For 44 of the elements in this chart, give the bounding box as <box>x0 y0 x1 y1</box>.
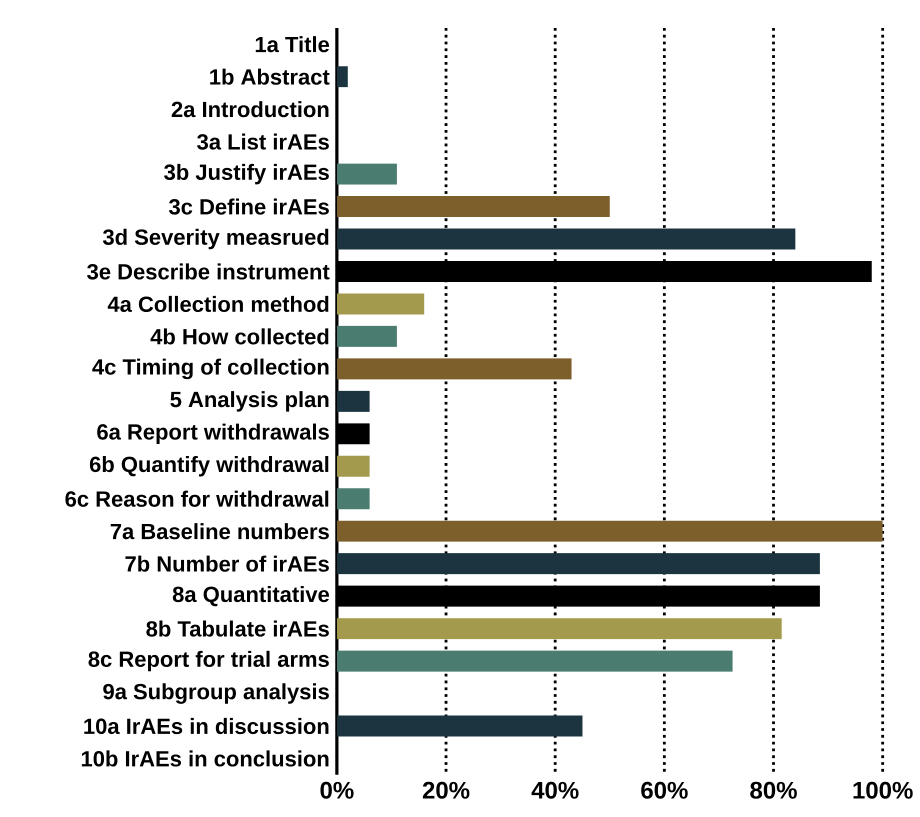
y-tick-label: 3c Define irAEs <box>168 198 329 215</box>
y-tick-label: 7b Number of irAEs <box>125 556 329 572</box>
x-tick-label: 40% <box>532 782 579 799</box>
y-tick-label: 8a Quantitative <box>172 586 330 606</box>
y-tick-label: 3a List irAEs <box>197 134 329 150</box>
bar <box>336 294 424 315</box>
y-tick-label: 5 Analysis plan <box>170 391 328 412</box>
y-tick-label: 4b How collected <box>150 328 328 345</box>
y-tick-label: 10b IrAEs in conclusion <box>82 750 328 767</box>
y-tick-label: 3d Severity measrued <box>102 228 328 250</box>
y-tick-label: 9a Subgroup analysis <box>103 683 329 704</box>
bar <box>336 488 370 510</box>
bar <box>336 196 610 218</box>
bar <box>336 164 397 185</box>
y-tick-label: 10a IrAEs in discussion <box>84 718 328 734</box>
x-tick-label: 0% <box>320 782 354 799</box>
y-tick-label: 7a Baseline numbers <box>110 523 329 540</box>
bar <box>336 66 348 88</box>
x-tick-label: 100% <box>853 782 913 799</box>
bar <box>336 650 733 672</box>
bar <box>336 553 820 574</box>
y-tick-label: 3b Justify irAEs <box>164 164 329 184</box>
bar <box>336 326 397 348</box>
y-tick-label: 2a Introduction <box>172 101 328 118</box>
bar <box>336 358 572 380</box>
bar <box>336 618 782 640</box>
y-tick-label: 4c Timing of collection <box>92 358 328 380</box>
bar <box>336 228 796 250</box>
y-tick-label: 6b Quantify withdrawal <box>90 456 328 477</box>
y-tick-label: 6a Report withdrawals <box>97 424 329 444</box>
bar <box>336 520 883 542</box>
y-tick-label: 6c Reason for withdrawal <box>65 490 328 507</box>
y-tick-label: 1a Title <box>256 36 330 52</box>
x-tick-label: 20% <box>422 782 470 799</box>
bar <box>336 456 370 477</box>
y-tick-label: 3e Describe instrument <box>87 264 330 280</box>
y-tick-label: 4a Collection method <box>108 296 328 312</box>
bar <box>336 391 370 412</box>
x-tick-label: 60% <box>641 782 688 799</box>
y-tick-label: 8c Report for trial arms <box>88 650 329 672</box>
y-tick-label: 1b Abstract <box>210 68 330 85</box>
bar <box>336 716 582 737</box>
x-tick-label: 80% <box>750 782 797 799</box>
y-tick-label: 8b Tabulate irAEs <box>146 620 329 637</box>
